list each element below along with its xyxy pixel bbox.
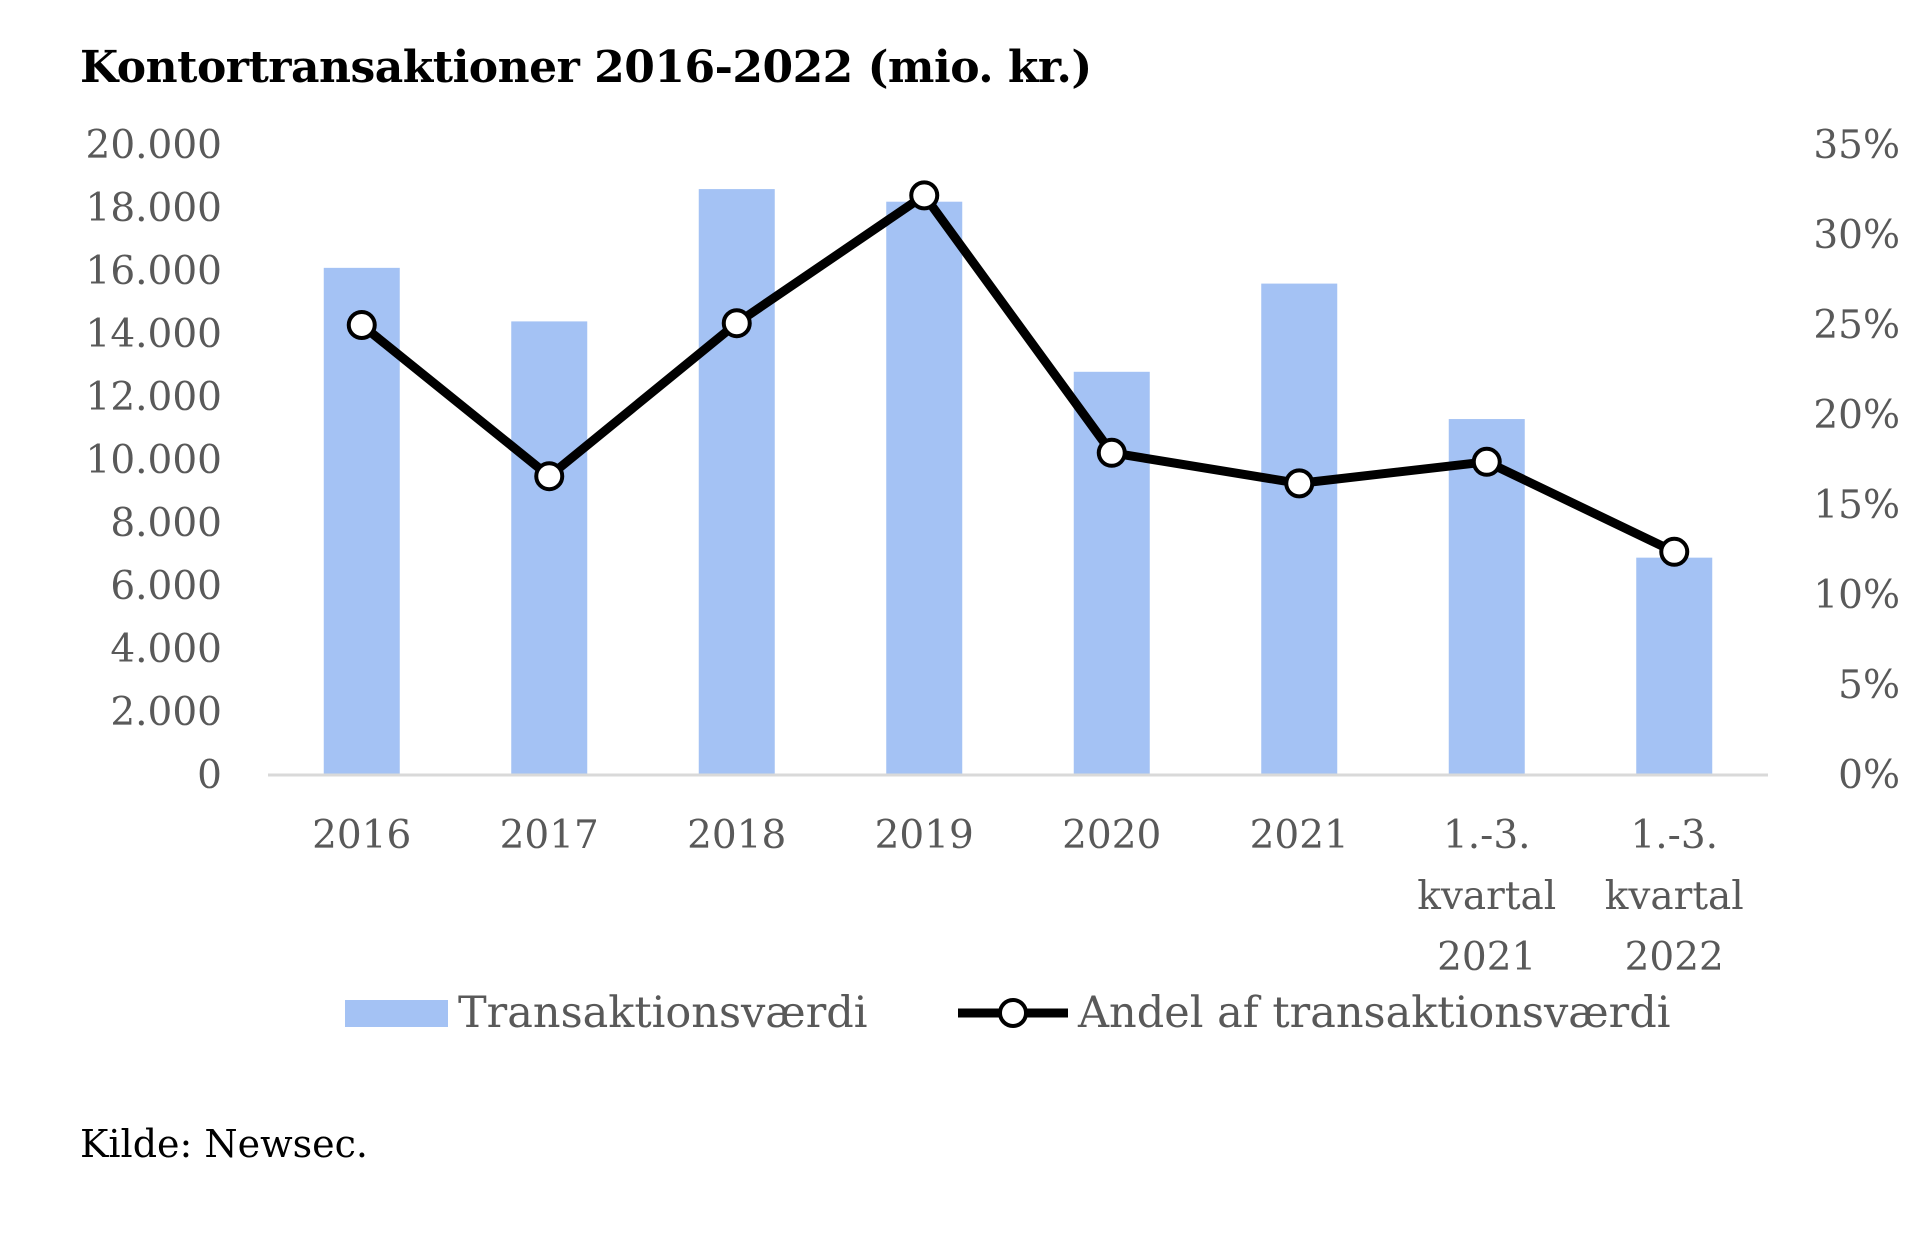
bar: [1636, 557, 1713, 775]
line-point: [1471, 446, 1502, 477]
left-axis-tick-label: 2.000: [110, 690, 222, 735]
right-axis-tick-label: 30%: [1813, 213, 1900, 258]
bar: [886, 201, 963, 775]
bar: [511, 321, 588, 775]
left-axis-tick-label: 18.000: [86, 186, 222, 231]
source-note: Kilde: Newsec.: [80, 1122, 369, 1166]
left-axis-tick-label: 20.000: [86, 123, 222, 168]
right-axis-tick-label: 0%: [1838, 753, 1900, 798]
bar: [698, 189, 775, 776]
right-axis-tick-label: 15%: [1813, 483, 1900, 528]
legend: Transaktionsværdi Andel af transaktionsvæ…: [345, 988, 1671, 1038]
right-axis-tick-label: 25%: [1813, 303, 1900, 348]
legend-label: Andel af transaktionsværdi: [1077, 988, 1671, 1038]
right-axis-tick-label: 10%: [1813, 573, 1900, 618]
left-axis-ticks: 0 2.000 4.000 6.000 8.000 10.000 12.000 14.000 1…: [86, 123, 222, 798]
legend-swatch-bar: [345, 1000, 448, 1027]
x-axis-tick-label: kvartal: [1417, 874, 1556, 919]
left-axis-tick-label: 10.000: [86, 438, 222, 483]
x-axis-tick-label: 2018: [687, 813, 786, 858]
line-series: [346, 180, 1690, 567]
right-axis-ticks: 0% 5% 10% 15% 20% 25% 30% 35%: [1813, 123, 1900, 798]
legend-label: Transaktionsværdi: [458, 988, 868, 1038]
line-point: [1659, 536, 1690, 567]
legend-swatch-marker: [998, 998, 1028, 1028]
bar-series: [323, 189, 1713, 776]
x-axis-tick-label: 1.-3.: [1443, 813, 1531, 858]
x-axis-tick-label: 2022: [1625, 935, 1724, 980]
right-axis-tick-label: 20%: [1813, 393, 1900, 438]
series-line: [357, 190, 1679, 557]
bar: [1261, 283, 1338, 775]
left-axis-tick-label: 16.000: [86, 249, 222, 294]
x-axis-tick-label: 2020: [1062, 813, 1161, 858]
line-point: [721, 308, 752, 339]
right-axis-tick-label: 5%: [1838, 663, 1900, 708]
x-axis-tick-label: 2021: [1437, 935, 1536, 980]
right-axis-tick-label: 35%: [1813, 123, 1900, 168]
left-axis-tick-label: 12.000: [86, 375, 222, 420]
x-axis-tick-label: 2017: [500, 813, 599, 858]
left-axis-tick-label: 6.000: [110, 564, 222, 609]
chart-title: Kontortransaktioner 2016-2022 (mio. kr.): [80, 42, 1092, 93]
left-axis-tick-label: 8.000: [110, 501, 222, 546]
line-point: [346, 310, 377, 340]
line-point: [1096, 437, 1127, 468]
x-axis-tick-label: 2016: [312, 813, 411, 858]
x-axis-tick-label: 2019: [875, 813, 974, 858]
x-axis-tick-label: 2021: [1250, 813, 1349, 858]
x-axis-tick-label: kvartal: [1605, 874, 1744, 919]
x-axis-ticks: 2016 2017 2018 2019 2020 2021 1.-3. kvartal 2021…: [312, 813, 1744, 980]
left-axis-tick-label: 0: [197, 753, 222, 798]
bar: [1073, 371, 1150, 775]
line-point: [1284, 468, 1315, 499]
line-point: [534, 461, 565, 492]
bar: [323, 267, 400, 775]
left-axis-tick-label: 4.000: [110, 627, 222, 672]
x-axis-tick-label: 1.-3.: [1630, 813, 1718, 858]
left-axis-tick-label: 14.000: [86, 312, 222, 357]
line-point: [909, 180, 940, 211]
